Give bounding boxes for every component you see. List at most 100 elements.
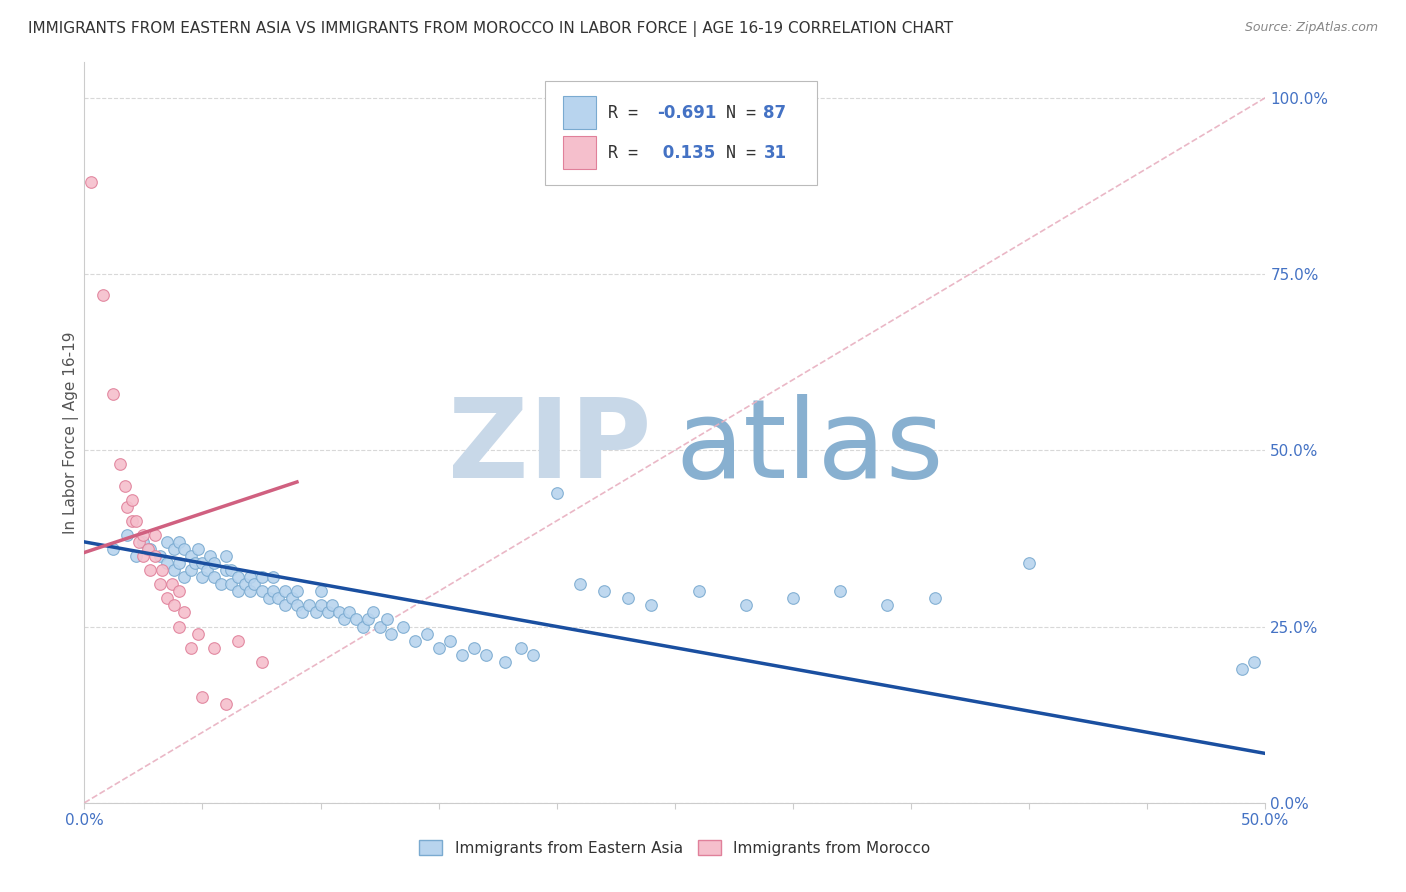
Point bbox=[243, 577, 266, 591]
Point bbox=[640, 599, 662, 613]
Point bbox=[191, 570, 214, 584]
Point bbox=[1018, 556, 1040, 570]
Point bbox=[173, 541, 195, 556]
Point bbox=[149, 549, 172, 563]
Point bbox=[257, 591, 280, 606]
Point bbox=[285, 584, 308, 599]
Point bbox=[546, 485, 568, 500]
Point bbox=[143, 528, 166, 542]
Point bbox=[344, 612, 367, 626]
Point bbox=[782, 591, 804, 606]
Point bbox=[239, 570, 262, 584]
Point bbox=[128, 535, 150, 549]
Point bbox=[132, 549, 155, 563]
Point bbox=[139, 563, 162, 577]
Point bbox=[215, 563, 238, 577]
Point bbox=[121, 514, 143, 528]
Point bbox=[125, 549, 148, 563]
Point bbox=[494, 655, 516, 669]
Point bbox=[375, 612, 398, 626]
Point bbox=[202, 570, 225, 584]
Point bbox=[226, 584, 249, 599]
Point bbox=[173, 606, 195, 620]
Point bbox=[226, 570, 249, 584]
Point bbox=[404, 633, 426, 648]
Point bbox=[333, 612, 356, 626]
Point bbox=[439, 633, 461, 648]
Point bbox=[150, 563, 173, 577]
Point bbox=[91, 288, 114, 302]
Point bbox=[226, 633, 249, 648]
Point bbox=[108, 458, 131, 472]
Point bbox=[156, 535, 179, 549]
Text: 0.135: 0.135 bbox=[657, 144, 716, 161]
Point bbox=[219, 563, 242, 577]
Point bbox=[1243, 655, 1265, 669]
Point bbox=[239, 584, 262, 599]
Point bbox=[380, 626, 402, 640]
Point bbox=[163, 541, 186, 556]
Point bbox=[616, 591, 638, 606]
FancyBboxPatch shape bbox=[546, 81, 817, 185]
Text: IMMIGRANTS FROM EASTERN ASIA VS IMMIGRANTS FROM MOROCCO IN LABOR FORCE | AGE 16-: IMMIGRANTS FROM EASTERN ASIA VS IMMIGRAN… bbox=[28, 21, 953, 37]
Point bbox=[250, 655, 273, 669]
Point bbox=[392, 619, 415, 633]
Point bbox=[180, 549, 202, 563]
Point bbox=[688, 584, 710, 599]
Point bbox=[328, 606, 350, 620]
Point bbox=[463, 640, 485, 655]
Point bbox=[125, 514, 148, 528]
Point bbox=[115, 528, 138, 542]
Point bbox=[593, 584, 616, 599]
Point bbox=[337, 606, 360, 620]
Text: R =: R = bbox=[607, 103, 648, 122]
Text: N =: N = bbox=[725, 144, 755, 161]
Point bbox=[250, 584, 273, 599]
Point bbox=[316, 606, 339, 620]
Text: atlas: atlas bbox=[675, 394, 943, 501]
Point bbox=[309, 599, 332, 613]
Point bbox=[114, 478, 136, 492]
Point bbox=[101, 541, 124, 556]
Point bbox=[876, 599, 898, 613]
Text: ZIP: ZIP bbox=[449, 394, 651, 501]
Point bbox=[132, 528, 155, 542]
Point bbox=[160, 577, 183, 591]
Point bbox=[187, 626, 209, 640]
Bar bbox=[562, 136, 596, 169]
Point bbox=[309, 584, 332, 599]
Legend: Immigrants from Eastern Asia, Immigrants from Morocco: Immigrants from Eastern Asia, Immigrants… bbox=[413, 834, 936, 862]
Point bbox=[195, 563, 218, 577]
Text: R =: R = bbox=[607, 144, 648, 161]
Point bbox=[143, 549, 166, 563]
Point bbox=[274, 599, 297, 613]
Point bbox=[173, 570, 195, 584]
Point bbox=[510, 640, 533, 655]
Point bbox=[156, 556, 179, 570]
Point bbox=[569, 577, 592, 591]
Point bbox=[180, 640, 202, 655]
Point bbox=[167, 584, 190, 599]
Point bbox=[156, 591, 179, 606]
Text: 87: 87 bbox=[763, 103, 786, 122]
Point bbox=[291, 606, 314, 620]
Point bbox=[475, 648, 498, 662]
Point bbox=[215, 697, 238, 711]
Point bbox=[262, 584, 284, 599]
Point bbox=[250, 570, 273, 584]
Point bbox=[215, 549, 238, 563]
Point bbox=[132, 535, 155, 549]
Point bbox=[734, 599, 756, 613]
Point bbox=[136, 541, 159, 556]
Point bbox=[427, 640, 450, 655]
Point bbox=[191, 556, 214, 570]
Point bbox=[361, 606, 384, 620]
Point bbox=[305, 606, 328, 620]
Point bbox=[262, 570, 284, 584]
Point bbox=[163, 563, 186, 577]
Point bbox=[121, 492, 143, 507]
Text: -0.691: -0.691 bbox=[657, 103, 717, 122]
Point bbox=[522, 648, 544, 662]
Point bbox=[80, 175, 103, 189]
Point bbox=[187, 541, 209, 556]
